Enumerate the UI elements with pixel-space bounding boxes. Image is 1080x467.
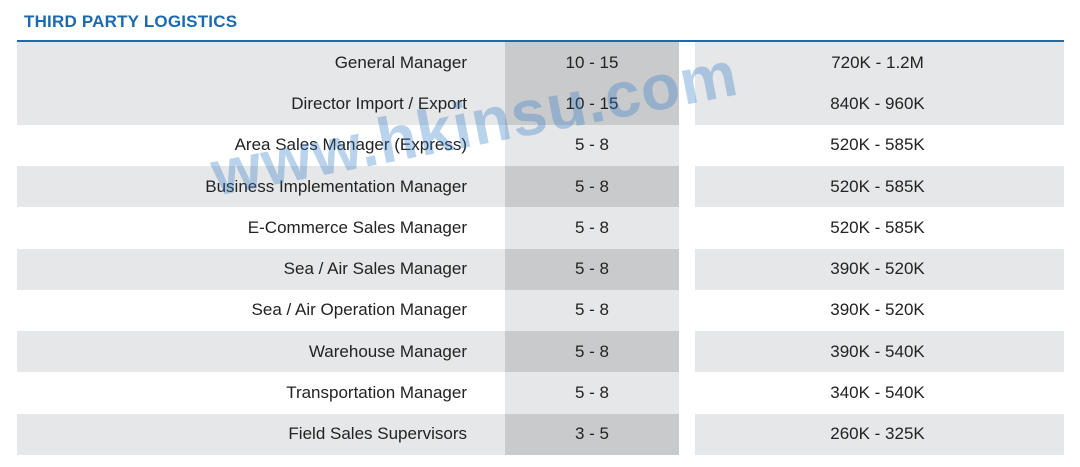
salary-cell: 720K - 1.2M bbox=[695, 42, 1064, 84]
role-cell: Sea / Air Operation Manager bbox=[251, 300, 467, 320]
years-cell: 10 - 15 bbox=[505, 83, 679, 125]
section-title: THIRD PARTY LOGISTICS bbox=[24, 12, 238, 31]
salary-cell: 390K - 520K bbox=[695, 248, 1064, 290]
table-row: Sea / Air Operation Manager 5 - 8 390K -… bbox=[17, 290, 1064, 331]
salary-cell: 340K - 540K bbox=[830, 383, 925, 403]
role-cell: Warehouse Manager bbox=[17, 331, 505, 373]
years-cell: 5 - 8 bbox=[505, 331, 679, 373]
table-row: Area Sales Manager (Express) 5 - 8 520K … bbox=[17, 125, 1064, 166]
table-row: Director Import / Export 10 - 15 840K - … bbox=[17, 83, 1064, 125]
title-divider bbox=[17, 40, 1064, 42]
salary-cell: 390K - 520K bbox=[830, 300, 925, 320]
table-row: Warehouse Manager 5 - 8 390K - 540K bbox=[17, 331, 1064, 373]
role-cell: Area Sales Manager (Express) bbox=[234, 135, 467, 155]
salary-cell: 390K - 540K bbox=[695, 331, 1064, 373]
salary-table: General Manager 10 - 15 720K - 1.2M Dire… bbox=[17, 42, 1064, 455]
salary-cell: 840K - 960K bbox=[695, 83, 1064, 125]
years-cell: 5 - 8 bbox=[574, 217, 610, 237]
table-row: E-Commerce Sales Manager 5 - 8 520K - 58… bbox=[17, 207, 1064, 248]
years-cell: 5 - 8 bbox=[574, 383, 610, 403]
salary-cell: 520K - 585K bbox=[830, 217, 925, 237]
table-row: General Manager 10 - 15 720K - 1.2M bbox=[17, 42, 1064, 84]
role-cell: Business Implementation Manager bbox=[17, 165, 505, 208]
years-cell: 3 - 5 bbox=[505, 413, 679, 455]
role-cell: E-Commerce Sales Manager bbox=[247, 217, 467, 237]
years-cell: 5 - 8 bbox=[574, 135, 610, 155]
years-cell: 5 - 8 bbox=[505, 165, 679, 208]
role-cell: Sea / Air Sales Manager bbox=[17, 248, 505, 290]
table-row: Transportation Manager 5 - 8 340K - 540K bbox=[17, 372, 1064, 413]
role-cell: Field Sales Supervisors bbox=[17, 413, 505, 455]
table-row: Field Sales Supervisors 3 - 5 260K - 325… bbox=[17, 413, 1064, 455]
salary-cell: 520K - 585K bbox=[695, 165, 1064, 208]
salary-cell: 260K - 325K bbox=[695, 413, 1064, 455]
role-cell: General Manager bbox=[17, 42, 505, 84]
table-row: Sea / Air Sales Manager 5 - 8 390K - 520… bbox=[17, 248, 1064, 290]
table-row: Business Implementation Manager 5 - 8 52… bbox=[17, 165, 1064, 208]
role-cell: Transportation Manager bbox=[286, 383, 467, 403]
salary-cell: 520K - 585K bbox=[830, 135, 925, 155]
years-cell: 10 - 15 bbox=[505, 42, 679, 84]
role-cell: Director Import / Export bbox=[17, 83, 505, 125]
years-cell: 5 - 8 bbox=[574, 300, 610, 320]
years-cell: 5 - 8 bbox=[505, 248, 679, 290]
